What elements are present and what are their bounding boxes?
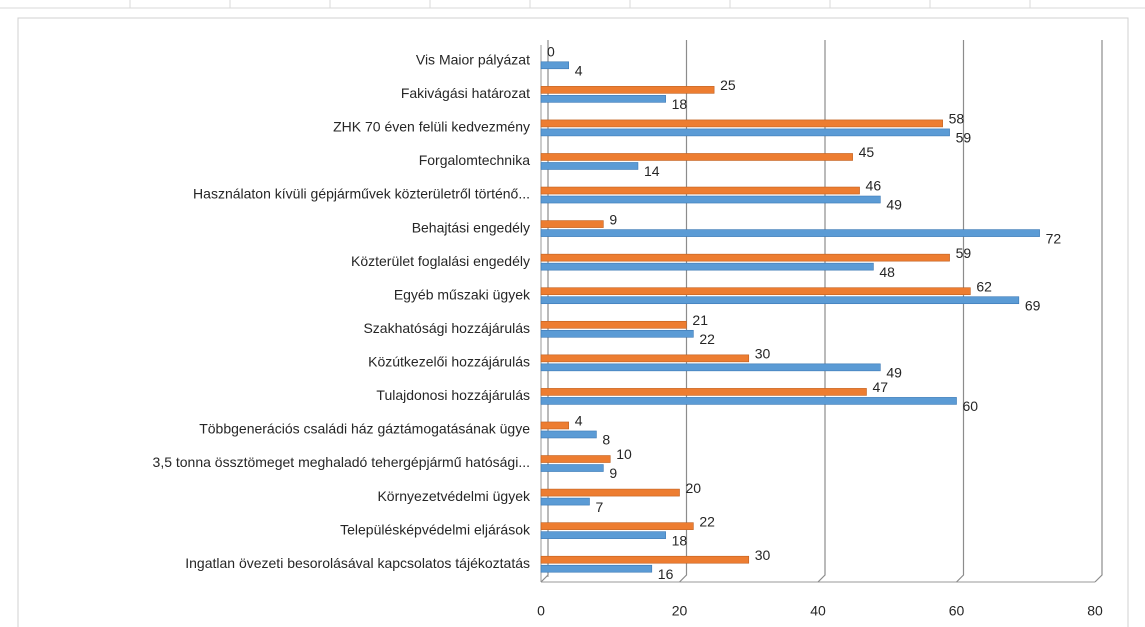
- data-label: 22: [699, 513, 715, 529]
- bar: [540, 388, 867, 396]
- bar: [540, 95, 666, 103]
- bar: [540, 354, 750, 363]
- bar: [540, 229, 1040, 237]
- bar: [540, 128, 950, 137]
- data-label: 60: [963, 398, 979, 414]
- bar: [540, 531, 666, 539]
- data-label: 48: [879, 264, 895, 280]
- data-label: 47: [872, 379, 888, 395]
- bar: [540, 220, 604, 228]
- y-tick-label: Szakhatósági hozzájárulás: [363, 320, 530, 336]
- y-tick-label: Ingatlan övezeti besorolásával kapcsolat…: [185, 555, 530, 571]
- x-tick-label: 60: [949, 603, 965, 619]
- bar: [540, 455, 611, 463]
- data-label: 10: [616, 446, 632, 462]
- data-label: 18: [672, 96, 688, 112]
- data-label: 8: [602, 432, 610, 448]
- bar: [540, 253, 950, 262]
- bar: [540, 564, 653, 573]
- bar: [540, 363, 881, 372]
- data-label: 25: [720, 77, 736, 93]
- x-tick-label: 80: [1087, 603, 1103, 619]
- y-tick-label: Vis Maior pályázat: [416, 51, 530, 67]
- bar: [540, 464, 604, 472]
- bar: [540, 421, 570, 430]
- data-label: 59: [956, 245, 972, 261]
- y-tick-label: Egyéb műszaki ügyek: [394, 286, 531, 302]
- bar: [540, 119, 943, 128]
- data-label: 49: [886, 365, 902, 381]
- data-label: 9: [609, 465, 617, 481]
- bar: [540, 186, 860, 195]
- data-label: 45: [859, 144, 875, 160]
- bar: [540, 287, 971, 296]
- bar: [540, 430, 597, 439]
- y-tick-label: Közterület foglalási engedély: [351, 253, 530, 269]
- bar: [540, 153, 853, 161]
- y-tick-label: 3,5 tonna össztömeget meghaladó tehergép…: [153, 454, 530, 470]
- data-label: 72: [1046, 230, 1062, 246]
- bar: [540, 497, 590, 506]
- data-label: 4: [575, 413, 583, 429]
- bar: [540, 195, 881, 204]
- x-tick-label: 40: [810, 603, 826, 619]
- data-label: 16: [658, 566, 674, 582]
- bar: [540, 397, 957, 405]
- data-label: 46: [866, 178, 882, 194]
- data-label: 9: [609, 211, 617, 227]
- data-label: 59: [956, 130, 972, 146]
- y-tick-label: Településképvédelmi eljárások: [340, 521, 531, 537]
- data-label: 58: [949, 111, 965, 127]
- x-tick-label: 20: [672, 603, 688, 619]
- bar: [540, 329, 694, 338]
- bar: [540, 488, 680, 497]
- grid-line: [540, 40, 549, 583]
- data-label: 18: [672, 532, 688, 548]
- y-tick-label: Behajtási engedély: [412, 219, 530, 235]
- data-label: 69: [1025, 297, 1041, 313]
- y-tick-label: ZHK 70 éven felüli kedvezmény: [333, 119, 530, 135]
- y-tick-label: Többgenerációs családi ház gáztámogatásá…: [199, 421, 530, 437]
- y-tick-label: Tulajdonosi hozzájárulás: [376, 387, 530, 403]
- bar: [540, 522, 694, 530]
- data-label: 30: [755, 346, 771, 362]
- grid-line: [1094, 40, 1103, 583]
- grid-line: [817, 40, 826, 583]
- bar: [540, 296, 1020, 305]
- data-label: 49: [886, 197, 902, 213]
- y-tick-label: Környezetvédelmi ügyek: [377, 488, 531, 504]
- grid-line: [679, 40, 688, 583]
- data-label: 62: [976, 278, 992, 294]
- data-label: 7: [595, 499, 603, 515]
- y-tick-label: Közútkezelői hozzájárulás: [368, 354, 530, 370]
- grid-line: [956, 40, 965, 583]
- y-tick-label: Használaton kívüli gépjárművek közterüle…: [193, 186, 530, 202]
- bar: [540, 320, 687, 329]
- data-label: 4: [575, 62, 583, 78]
- bar: [540, 555, 750, 564]
- data-label: 22: [699, 331, 715, 347]
- data-label: 30: [755, 547, 771, 563]
- sheet-grid: [0, 0, 1145, 9]
- x-tick-label: 0: [537, 603, 545, 619]
- data-label: 0: [547, 43, 555, 59]
- bar: [540, 86, 715, 94]
- data-label: 14: [644, 163, 660, 179]
- bar: [540, 262, 874, 271]
- bar: [540, 162, 639, 170]
- data-label: 21: [692, 312, 708, 328]
- data-label: 20: [686, 480, 702, 496]
- y-tick-label: Fakivágási határozat: [401, 85, 530, 101]
- y-tick-label: Forgalomtechnika: [419, 152, 530, 168]
- bar: [540, 61, 570, 70]
